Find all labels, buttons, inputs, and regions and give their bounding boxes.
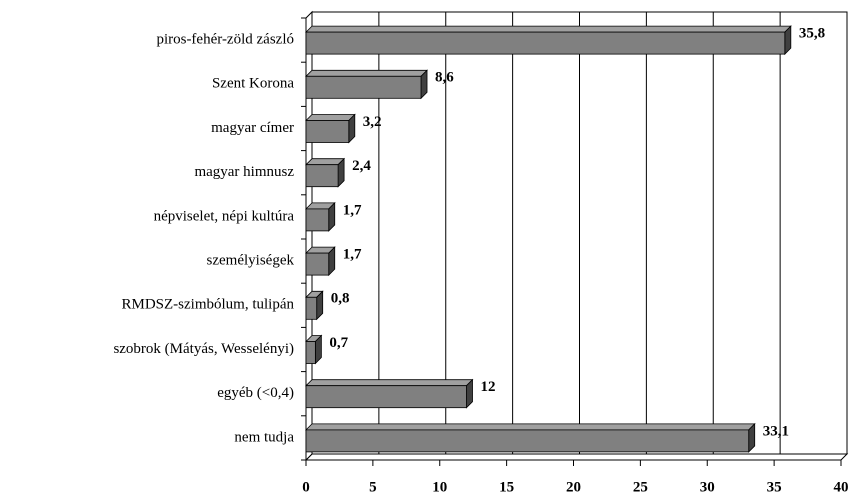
bar-top [305,25,792,33]
value-label: 0,8 [331,291,350,307]
x-tick-label: 25 [633,479,648,495]
x-tick-label: 15 [499,479,514,495]
x-tick-label: 5 [369,479,377,495]
value-label: 12 [481,379,496,395]
bar [305,296,318,320]
y-tick-label: magyar címer [211,120,294,136]
value-label: 35,8 [799,26,825,42]
bar [305,341,316,364]
y-tick-label: magyar himnusz [194,164,294,180]
bar-top [305,379,474,387]
bar [305,208,330,232]
y-tick-label: Szent Korona [212,76,294,92]
value-label: 2,4 [352,158,371,174]
bar [305,429,750,453]
y-tick-label: szobrok (Mátyás, Wesselényi) [113,341,294,357]
bar [305,120,350,143]
bar [305,164,339,188]
value-label: 1,7 [343,247,362,263]
value-label: 3,2 [363,114,382,130]
y-tick-label: piros-fehér-zöld zászló [156,32,294,48]
y-tick-label: egyéb (<0,4) [217,385,294,401]
bar-top [305,69,428,77]
value-label: 8,6 [435,70,454,86]
y-tick-label: népviselet, népi kultúra [154,208,295,224]
x-tick-label: 10 [432,479,447,495]
value-label: 0,7 [329,335,348,351]
x-tick-label: 35 [767,479,782,495]
x-tick-label: 30 [700,479,715,495]
bar [305,252,330,276]
bar-top [305,158,346,166]
value-label: 1,7 [343,202,362,218]
x-tick-label: 0 [302,479,310,495]
bar-top [305,114,356,121]
y-tick-label: RMDSZ-szimbólum, tulipán [122,297,295,313]
y-tick-label: nem tudja [234,429,294,445]
x-tick-label: 40 [834,479,849,495]
bar [305,75,422,99]
bar [305,31,786,55]
bar-top [305,423,756,431]
bar [305,385,467,409]
y-tick-label: személyiségek [207,253,295,269]
value-label: 33,1 [763,423,789,439]
x-tick-label: 20 [566,479,581,495]
floor [304,453,849,461]
